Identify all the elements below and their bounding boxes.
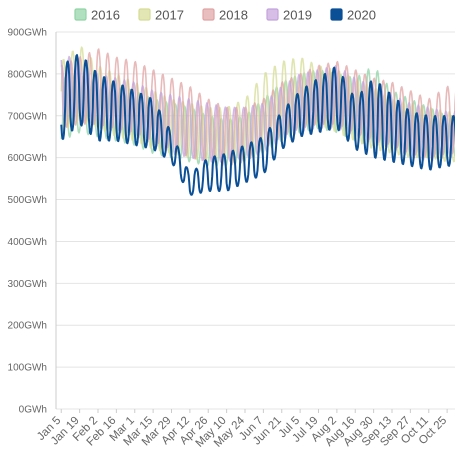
- legend-label: 2017: [155, 8, 184, 23]
- legend-item-2017[interactable]: 2017: [138, 8, 184, 23]
- y-tick-label: 100GWh: [8, 363, 47, 374]
- y-tick-label: 300GWh: [8, 279, 47, 290]
- legend-swatch: [138, 8, 151, 21]
- legend-layer: 2016 2017 2018 2019 2020: [74, 8, 376, 23]
- legend-swatch: [74, 8, 87, 21]
- legend-label: 2019: [283, 8, 312, 23]
- legend-swatch: [202, 8, 215, 21]
- series-line-2020: [60, 54, 455, 196]
- legend-item-2016[interactable]: 2016: [74, 8, 120, 23]
- series-layer: [60, 46, 455, 196]
- series-line-2018: [60, 48, 455, 166]
- legend-label: 2016: [91, 8, 120, 23]
- grid-layer: [56, 31, 455, 410]
- y-tick-label: 400GWh: [8, 237, 47, 248]
- y-tick-label: 800GWh: [8, 69, 47, 80]
- y-tick-label: 0GWh: [19, 405, 47, 416]
- y-tick-label: 600GWh: [8, 153, 47, 164]
- axis-layer: 0GWh 100GWh 200GWh 300GWh 400GWh 500GWh 600GWh…: [8, 28, 450, 450]
- legend-label: 2018: [219, 8, 248, 23]
- legend-item-2018[interactable]: 2018: [202, 8, 248, 23]
- legend-swatch: [266, 8, 279, 21]
- legend-item-2020[interactable]: 2020: [330, 8, 376, 23]
- series-line-2019: [60, 55, 455, 163]
- y-tick-label: 900GWh: [8, 28, 47, 39]
- y-tick-label: 700GWh: [8, 111, 47, 122]
- legend-label: 2020: [347, 8, 376, 23]
- legend-item-2019[interactable]: 2019: [266, 8, 312, 23]
- legend-swatch: [330, 8, 343, 21]
- y-tick-label: 500GWh: [8, 195, 47, 206]
- y-tick-label: 200GWh: [8, 321, 47, 332]
